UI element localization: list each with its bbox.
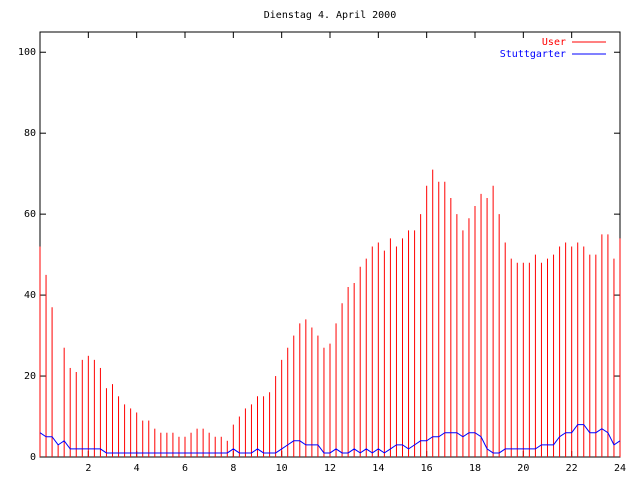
legend-label: Stuttgarter [500,49,566,60]
x-tick-label: 2 [85,463,91,474]
y-tick-label: 20 [24,371,36,382]
x-tick-label: 12 [324,463,336,474]
x-tick-label: 22 [566,463,578,474]
x-tick-label: 18 [469,463,481,474]
series-line [39,424,621,454]
x-tick-label: 6 [182,463,188,474]
y-tick-label: 100 [18,47,36,58]
x-tick-label: 16 [421,463,433,474]
x-tick-label: 4 [134,463,140,474]
x-tick-label: 8 [230,463,236,474]
x-tick-label: 10 [276,463,288,474]
y-tick-label: 0 [30,452,36,463]
chart-title: Dienstag 4. April 2000 [264,10,396,21]
x-tick-label: 14 [372,463,384,474]
y-tick-label: 40 [24,290,36,301]
x-tick-label: 20 [517,463,529,474]
x-tick-label: 24 [614,463,626,474]
y-tick-label: 60 [24,209,36,220]
y-tick-label: 80 [24,128,36,139]
legend-label: User [542,37,566,48]
